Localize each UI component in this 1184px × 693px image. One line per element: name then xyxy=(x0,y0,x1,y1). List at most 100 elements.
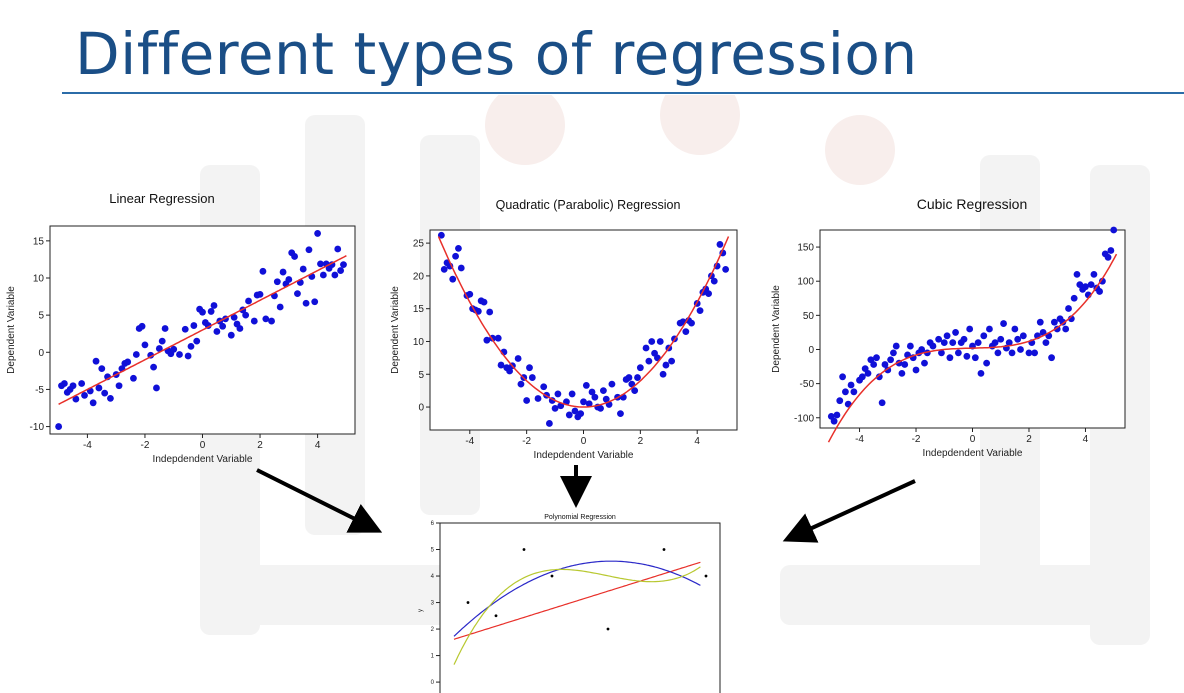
data-point xyxy=(918,346,926,353)
data-point xyxy=(181,325,189,333)
x-axis-label: Indepdendent Variable xyxy=(153,454,253,465)
data-point xyxy=(514,355,522,362)
data-point xyxy=(682,328,690,336)
data-point xyxy=(60,380,68,387)
data-point xyxy=(858,373,866,381)
data-point xyxy=(870,361,878,368)
data-point xyxy=(554,390,562,398)
data-point xyxy=(946,354,954,362)
data-point xyxy=(219,322,227,330)
x-tick-label: -2 xyxy=(522,436,531,447)
data-point xyxy=(847,381,855,389)
y-axis-label: y xyxy=(418,609,424,612)
chart-title: Cubic Regression xyxy=(917,196,1028,212)
data-point xyxy=(864,369,872,377)
data-point xyxy=(836,397,844,405)
data-point xyxy=(92,357,100,365)
data-point xyxy=(839,373,846,381)
data-point xyxy=(115,382,123,390)
data-point xyxy=(935,335,943,343)
data-point xyxy=(1008,349,1016,357)
data-point xyxy=(705,290,712,298)
data-point xyxy=(259,267,267,275)
fit-line xyxy=(827,253,1118,443)
data-point xyxy=(585,400,593,408)
polynomial-regression-chart: Polynomial Regression 0 1 2 3 4 5 6 y xyxy=(418,514,721,693)
data-point xyxy=(577,410,585,418)
x-tick-label: -4 xyxy=(855,434,864,445)
data-point xyxy=(256,290,264,298)
y-tick-label: 10 xyxy=(413,337,425,348)
y-tick-label: -5 xyxy=(35,385,44,396)
data-point xyxy=(571,407,579,415)
data-point xyxy=(466,290,474,298)
data-point xyxy=(991,339,999,347)
data-point xyxy=(95,384,103,392)
x-axis-label: Indepdendent Variable xyxy=(534,450,634,461)
data-point xyxy=(528,374,536,381)
data-point xyxy=(494,614,498,618)
fit-curve-linear xyxy=(453,561,701,640)
data-point xyxy=(302,299,310,307)
data-point xyxy=(78,380,86,387)
data-point xyxy=(483,336,491,344)
data-point xyxy=(522,548,526,551)
data-point xyxy=(938,349,945,357)
data-point xyxy=(912,366,920,374)
data-point xyxy=(193,337,201,345)
data-point xyxy=(842,388,849,396)
data-point xyxy=(187,342,195,350)
y-axis-label: Dependent Variable xyxy=(390,286,401,374)
data-point xyxy=(983,359,991,367)
data-point xyxy=(1090,270,1098,278)
data-point xyxy=(980,332,988,340)
data-point xyxy=(285,276,293,283)
data-point xyxy=(1036,318,1044,326)
data-point xyxy=(588,388,596,396)
data-point xyxy=(696,307,704,315)
data-point xyxy=(1011,325,1019,333)
y-tick-label: 25 xyxy=(413,239,425,250)
data-point xyxy=(305,246,313,254)
data-point xyxy=(898,369,906,377)
data-point xyxy=(636,364,644,372)
data-point xyxy=(314,230,321,237)
linear-regression-chart: Linear Regression -4 -2 0 2 4 -10 -5 0 5 10 15 Indep… xyxy=(6,191,356,465)
data-point xyxy=(1096,288,1103,295)
y-tick-label: -50 xyxy=(800,379,815,390)
data-point xyxy=(466,601,470,604)
data-point xyxy=(1070,294,1078,302)
data-point xyxy=(124,358,132,366)
data-point xyxy=(161,325,169,332)
data-point xyxy=(319,271,327,279)
data-point xyxy=(457,264,465,272)
slide-title: Different types of regression xyxy=(75,20,918,88)
data-point xyxy=(986,325,993,333)
y-tick-label: 0 xyxy=(38,348,44,359)
data-point xyxy=(545,420,553,427)
data-point xyxy=(645,357,653,365)
data-point xyxy=(155,345,163,352)
data-point xyxy=(101,389,109,397)
data-point xyxy=(1042,339,1050,347)
data-point xyxy=(582,382,590,389)
data-point xyxy=(906,342,914,350)
data-point xyxy=(929,342,937,350)
y-tick-label: 150 xyxy=(797,243,814,254)
x-tick-label: 2 xyxy=(1026,434,1032,445)
data-point xyxy=(98,365,106,373)
data-point xyxy=(213,328,221,335)
data-point xyxy=(268,317,275,325)
data-point xyxy=(887,356,895,364)
data-point xyxy=(242,311,250,319)
data-point xyxy=(580,398,587,406)
y-axis-label: Dependent Variable xyxy=(771,285,782,373)
data-point xyxy=(617,410,624,418)
quadratic-regression-chart: Quadratic (Parabolic) Regression -4 -2 0 2 4 0… xyxy=(390,198,738,461)
data-point xyxy=(901,361,909,368)
data-point xyxy=(227,331,235,339)
data-point xyxy=(1005,339,1013,347)
x-tick-label: 4 xyxy=(315,440,321,451)
x-tick-label: -4 xyxy=(83,440,92,451)
data-point xyxy=(245,297,252,305)
